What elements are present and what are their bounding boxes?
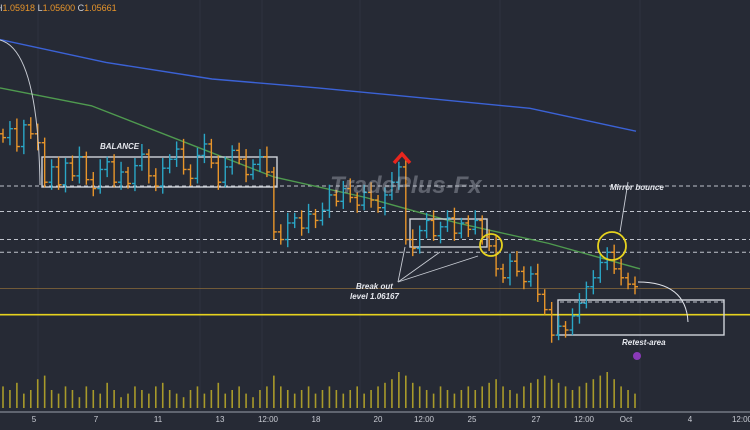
curved-arrow [637, 281, 689, 323]
event-icon [633, 352, 641, 360]
range-box [557, 299, 725, 336]
x-tick-label: 12:00 [413, 415, 435, 424]
high-value: 1.05918 [2, 3, 36, 13]
range-box [409, 218, 488, 248]
x-tick-label: 13 [215, 415, 225, 424]
breakout-line-1: Break out [356, 282, 393, 291]
x-tick-label: 4 [687, 415, 693, 424]
x-tick-label: 12:00 [257, 415, 279, 424]
red-chevron-icon [392, 151, 412, 165]
ohlc-readout: H1.05918 L1.05600 C1.05661 [0, 3, 117, 13]
breakout-label: Break out level 1.06167 [350, 282, 399, 302]
x-tick-label: 11 [153, 415, 163, 424]
curved-arrow [0, 39, 41, 186]
watermark: TradePlus-Fx [330, 172, 482, 199]
low-value: 1.05600 [42, 3, 76, 13]
x-tick-label: 12:00 [731, 415, 750, 424]
highlight-circle [597, 231, 627, 261]
high-label: H [0, 3, 3, 13]
close-label: C [77, 3, 85, 13]
close-value: 1.05661 [84, 3, 117, 13]
range-box [41, 156, 278, 188]
balance-label: BALANCE [100, 142, 140, 151]
pointer-arrow [397, 251, 441, 283]
ma-slow-line [0, 38, 637, 132]
pointer-arrow [619, 181, 629, 233]
retest-area-label: Retest-area [622, 338, 666, 347]
highlight-circle [479, 233, 503, 257]
ma-fast-line [0, 87, 641, 270]
pointer-arrow [397, 246, 406, 283]
x-tick-label: 7 [93, 415, 99, 424]
x-tick-label: 12:00 [573, 415, 595, 424]
breakout-line-2: level 1.06167 [350, 292, 399, 301]
mirror-bounce-label: Mirror bounce [610, 183, 664, 192]
x-tick-label: Oct [619, 415, 633, 424]
low-label: L [37, 3, 43, 13]
pointer-arrow [397, 255, 479, 283]
x-tick-label: 5 [31, 415, 37, 424]
x-tick-label: 27 [531, 415, 541, 424]
x-tick-label: 25 [467, 415, 477, 424]
x-tick-label: 20 [373, 415, 383, 424]
x-tick-label: 18 [311, 415, 321, 424]
